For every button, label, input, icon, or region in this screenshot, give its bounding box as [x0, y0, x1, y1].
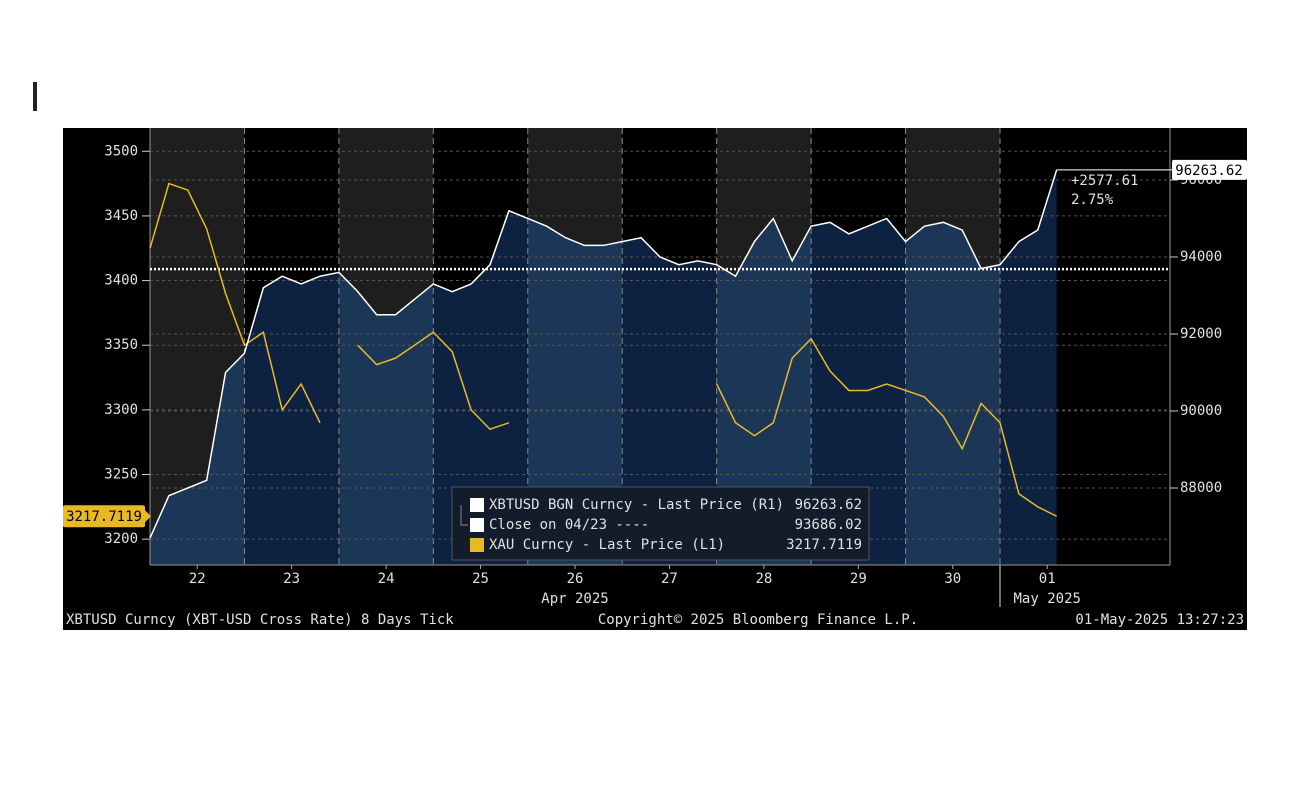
- x-tick-label: 27: [661, 571, 678, 587]
- x-tick-label: 28: [755, 571, 772, 587]
- line: [149, 182, 1058, 517]
- x-tick-label: 24: [378, 571, 395, 587]
- x-tick-label: 01: [1039, 571, 1056, 587]
- x-tick-label: 29: [850, 571, 867, 587]
- footer-center: Copyright© 2025 Bloomberg Finance L.P.: [598, 612, 918, 628]
- last-price-label: 96263.62: [1175, 163, 1242, 179]
- legend-swatch: [470, 538, 484, 552]
- footer-left: XBTUSD Curncy (XBT-USD Cross Rate) 8 Day…: [66, 612, 454, 628]
- x-tick-label: 26: [567, 571, 584, 587]
- y2-tick-label: 90000: [1180, 403, 1222, 419]
- y-tick-label: 3350: [104, 337, 138, 353]
- gold-price-label: 3217.7119: [66, 509, 142, 525]
- legend-label: XBTUSD BGN Curncy - Last Price (R1): [489, 497, 784, 513]
- y-tick-label: 3250: [104, 466, 138, 482]
- legend: [451, 486, 870, 561]
- y2-tick-label: 94000: [1180, 249, 1222, 265]
- legend-swatch: [470, 518, 484, 532]
- y-tick-label: 3500: [104, 143, 138, 159]
- plot: 22 23 24 25 26 27 28 29 30 01 Apr 2025 May 2025 3200…: [63, 128, 1247, 628]
- legend-swatch: [470, 498, 484, 512]
- last-price-box: [1172, 159, 1247, 180]
- legend-value: 96263.62: [795, 497, 862, 513]
- change-label: +2577.61: [1071, 173, 1138, 189]
- footer-right: 01-May-2025 13:27:23: [1075, 612, 1244, 628]
- cursor-bar: [33, 82, 37, 111]
- legend-value: 93686.02: [795, 517, 862, 533]
- legend-label: XAU Curncy - Last Price (L1): [489, 537, 725, 553]
- change-pct-label: 2.75%: [1071, 192, 1114, 208]
- y2-tick-label: 88000: [1180, 480, 1222, 496]
- gold-price-box: [63, 505, 145, 528]
- y-tick-label: 3200: [104, 531, 138, 547]
- month-label: Apr 2025: [541, 591, 608, 607]
- x-tick-label: 30: [944, 571, 961, 587]
- y-tick-label: 3400: [104, 273, 138, 289]
- y2-tick-label: 92000: [1180, 326, 1222, 342]
- y-tick-label: 3450: [104, 208, 138, 224]
- x-tick-label: 23: [283, 571, 300, 587]
- x-tick-label: 22: [189, 571, 206, 587]
- y-tick-label: 3300: [104, 402, 138, 418]
- line: [149, 169, 1058, 539]
- legend-label: Close on 04/23 ----: [489, 517, 649, 533]
- month-label: May 2025: [1014, 591, 1081, 607]
- x-tick-label: 25: [472, 571, 489, 587]
- legend-value: 3217.7119: [786, 537, 862, 553]
- gold-price-pointer: [145, 510, 151, 523]
- legend-tree: [460, 505, 468, 526]
